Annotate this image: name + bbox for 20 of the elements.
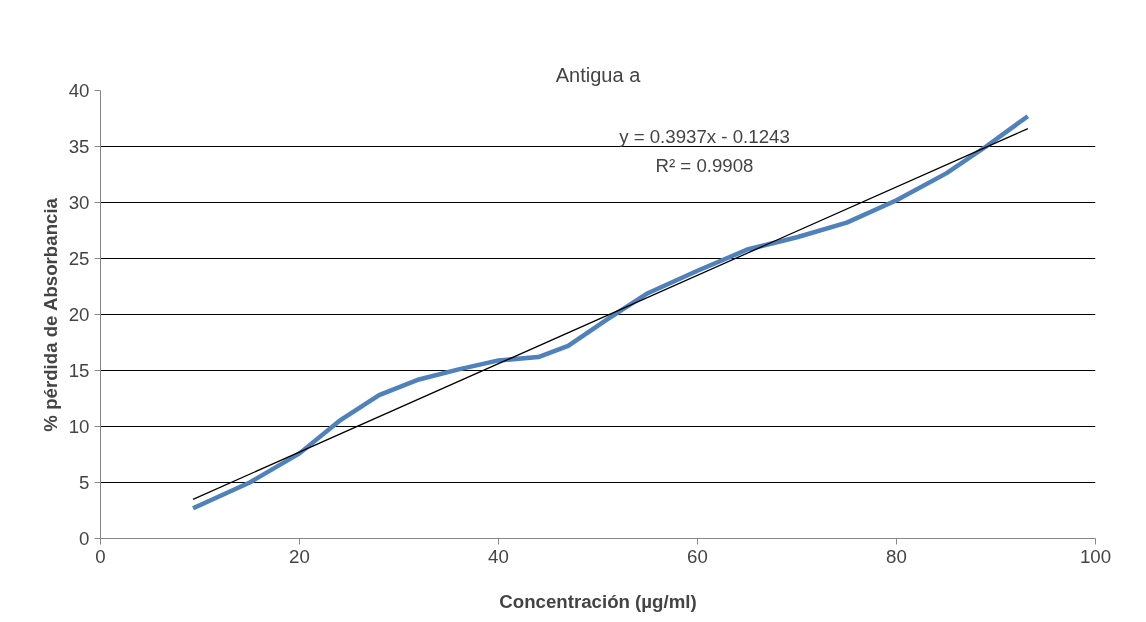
chart-title: Antigua a [555,63,642,86]
x-tick-label: 20 [289,545,310,567]
y-tick-label: 5 [79,472,90,493]
y-tick-label: 20 [68,304,90,325]
y-tick-label: 15 [68,360,90,381]
y-axis-title: % pérdida de Absorbancia [39,197,61,432]
y-tick-label: 35 [68,136,90,157]
x-tick-label: 60 [687,545,708,567]
y-tick-label: 40 [68,80,90,101]
x-tick-label: 40 [488,545,509,567]
x-axis-title: Concentración (µg/ml) [499,590,697,612]
annotation: R² = 0.9908 [655,155,754,177]
x-tick-label: 0 [95,545,106,567]
y-tick-label: 25 [68,248,90,269]
y-tick-label: 30 [68,192,90,213]
annotation: y = 0.3937x - 0.1243 [619,125,790,147]
y-tick-label: 0 [79,528,90,549]
x-tick-label: 100 [1079,545,1112,567]
y-tick-label: 10 [68,416,90,437]
x-tick-label: 80 [886,545,907,567]
